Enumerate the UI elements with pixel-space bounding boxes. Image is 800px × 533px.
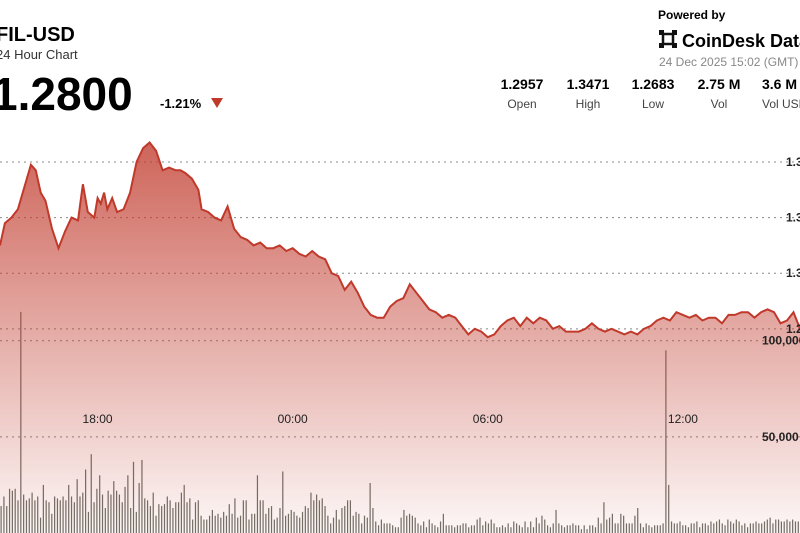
x-tick-label: 18:00 (83, 412, 113, 426)
price-tick-label: 1.30 (786, 266, 800, 280)
stat-label: Vol USD (762, 97, 800, 111)
x-axis: 18:00 00:00 06:00 12:00 (83, 412, 699, 426)
brand-name: CoinDesk Data (682, 31, 800, 51)
price-line (0, 141, 800, 339)
chart-subtitle: 24 Hour Chart (0, 47, 78, 62)
volume-tick-label: 50,000 (762, 430, 799, 444)
stat-vol-usd: 3.6 M Vol USD (762, 76, 800, 111)
price-change: -1.21% (160, 96, 202, 111)
price-tick-label: 1.34 (786, 155, 800, 169)
stat-label: Vol (711, 97, 728, 111)
x-tick-label: 06:00 (473, 412, 503, 426)
pair-title: FIL-USD (0, 24, 75, 46)
stat-open: 1.2957 Open (501, 76, 544, 111)
price-area (0, 142, 800, 533)
stat-value: 1.2957 (501, 76, 544, 92)
coindesk-logo-icon (659, 30, 677, 48)
current-price: 1.2800 (0, 68, 133, 120)
stat-low: 1.2683 Low (632, 76, 675, 111)
x-tick-label: 00:00 (278, 412, 308, 426)
stat-value: 2.75 M (698, 76, 741, 92)
stat-value: 1.2683 (632, 76, 675, 92)
stat-value: 1.3471 (567, 76, 610, 92)
price-tick-label: 1.28 (786, 322, 800, 336)
x-tick-label: 12:00 (668, 412, 698, 426)
stat-value: 3.6 M (762, 76, 797, 92)
stat-label: High (576, 97, 601, 111)
powered-by-label: Powered by (658, 8, 726, 22)
timestamp: 24 Dec 2025 15:02 (GMT) (659, 55, 798, 69)
stat-vol: 2.75 M Vol (698, 76, 741, 111)
stat-high: 1.3471 High (567, 76, 610, 111)
stat-label: Low (642, 97, 664, 111)
stat-label: Open (507, 97, 536, 111)
volume-tick-label: 100,000 (762, 334, 800, 348)
y-axis: 1.34 1.32 1.30 1.28100,000 50,000 (762, 155, 800, 444)
down-triangle-icon (211, 98, 223, 108)
price-tick-label: 1.32 (786, 211, 800, 225)
